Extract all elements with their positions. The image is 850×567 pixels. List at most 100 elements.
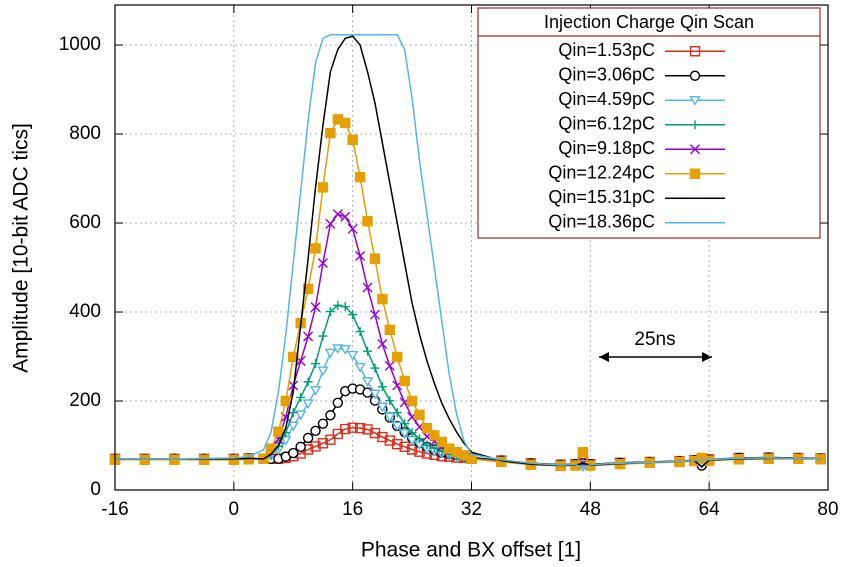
x-tick-label: 64: [699, 499, 721, 520]
legend-marker: [689, 168, 701, 179]
marker: [228, 454, 240, 465]
marker: [340, 117, 351, 129]
marker: [414, 409, 425, 421]
marker: [399, 375, 410, 387]
legend-label: Qin=3.06pC: [558, 65, 655, 85]
marker: [391, 421, 403, 432]
marker: [139, 454, 150, 465]
y-tick-label: 800: [69, 123, 101, 144]
marker: [198, 454, 210, 465]
marker: [302, 399, 314, 410]
marker: [377, 382, 387, 392]
x-tick-label: 32: [461, 499, 482, 520]
legend-box: [477, 7, 821, 239]
marker: [340, 211, 351, 222]
marker: [348, 310, 358, 320]
marker: [317, 366, 329, 377]
marker: [333, 300, 343, 310]
marker: [392, 351, 403, 363]
marker: [407, 428, 417, 438]
marker: [406, 444, 418, 455]
marker: [363, 346, 373, 356]
marker: [369, 253, 381, 264]
marker: [317, 258, 328, 269]
marker: [354, 362, 366, 373]
marker: [317, 418, 329, 429]
marker: [280, 395, 292, 407]
marker: [288, 351, 299, 363]
marker: [169, 454, 180, 465]
marker: [339, 345, 351, 355]
marker: [370, 363, 380, 373]
marker: [310, 441, 321, 452]
series-line: [115, 34, 821, 469]
marker: [324, 348, 337, 359]
marker: [302, 283, 314, 295]
marker: [354, 171, 366, 183]
marker: [317, 438, 329, 449]
marker: [325, 410, 336, 421]
marker: [377, 339, 388, 350]
marker: [287, 421, 299, 432]
legend-marker: [689, 70, 701, 81]
y-tick-label: 400: [69, 301, 101, 322]
legend-marker: [690, 144, 700, 155]
x-tick-label: 16: [342, 499, 363, 520]
marker: [355, 250, 366, 261]
marker: [310, 425, 321, 437]
marker: [294, 410, 307, 421]
y-tick-label: 200: [69, 390, 101, 411]
series-line: [115, 304, 821, 466]
marker: [415, 434, 425, 444]
marker: [384, 360, 395, 371]
legend-label: Qin=4.59pC: [558, 89, 655, 109]
marker: [332, 428, 344, 440]
legend-label: Qin=12.24pC: [548, 163, 655, 183]
marker: [303, 377, 313, 387]
x-tick-label: 80: [817, 499, 838, 520]
marker: [332, 344, 344, 354]
marker: [362, 424, 373, 435]
marker: [400, 419, 410, 429]
marker: [347, 134, 358, 146]
marker: [369, 427, 381, 439]
x-tick-label: 48: [580, 499, 601, 520]
marker: [332, 209, 343, 220]
legend-label: Qin=15.31pC: [548, 187, 655, 207]
marker: [325, 307, 335, 317]
marker: [392, 438, 403, 450]
legend-title: Injection Charge Qin Scan: [544, 12, 754, 32]
annotation: 25ns: [634, 329, 675, 350]
marker: [399, 441, 410, 453]
y-axis-label: Amplitude [10-bit ADC tics]: [10, 123, 33, 373]
marker: [317, 182, 329, 193]
marker: [309, 386, 322, 396]
marker: [385, 396, 395, 406]
marker: [295, 441, 306, 453]
y-tick-label: 600: [69, 212, 101, 233]
marker: [325, 127, 336, 139]
marker: [303, 331, 314, 342]
marker: [362, 216, 373, 227]
marker: [384, 435, 396, 446]
marker: [332, 397, 344, 408]
marker: [377, 431, 388, 443]
marker: [384, 324, 396, 336]
marker: [340, 423, 351, 435]
legend: Injection Charge Qin Scan Qin=1.53pC Qin=3…: [477, 7, 821, 239]
series-line: [115, 213, 821, 467]
legend-label: Qin=6.12pC: [558, 114, 655, 134]
marker: [288, 447, 299, 459]
marker: [302, 432, 314, 444]
marker: [392, 408, 402, 418]
marker: [354, 422, 366, 434]
marker: [362, 387, 373, 398]
x-axis-label: Phase and BX offset [1]: [361, 539, 581, 562]
marker: [384, 412, 396, 423]
marker: [361, 377, 374, 387]
marker: [325, 218, 336, 229]
marker: [398, 429, 411, 439]
marker: [340, 302, 350, 312]
legend-label: Qin=18.36pC: [548, 212, 655, 232]
